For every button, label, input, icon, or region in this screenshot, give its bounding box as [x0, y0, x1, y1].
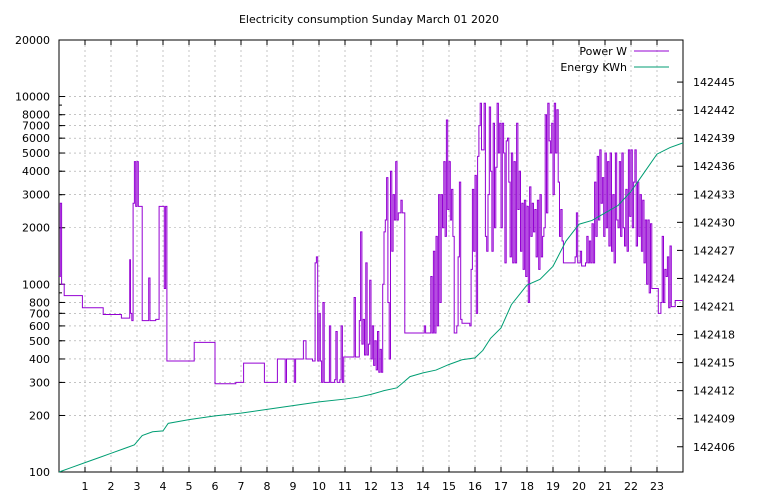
y-tick-label: 4000	[22, 165, 50, 178]
x-tick-label: 18	[520, 480, 534, 493]
y-tick-label: 7000	[22, 120, 50, 133]
y-tick-label: 10000	[15, 91, 50, 104]
y2-tick-label: 142421	[693, 300, 735, 313]
y2-tick-label: 142424	[693, 272, 735, 285]
x-tick-label: 13	[390, 480, 404, 493]
y2-tick-label: 142430	[693, 216, 735, 229]
y-tick-label: 500	[29, 335, 50, 348]
y2-tick-label: 142418	[693, 329, 735, 342]
x-tick-label: 7	[238, 480, 245, 493]
y-tick-label: 400	[29, 353, 50, 366]
y-tick-label: 2000	[22, 222, 50, 235]
x-tick-label: 19	[546, 480, 560, 493]
y-tick-label: 700	[29, 307, 50, 320]
x-tick-label: 9	[290, 480, 297, 493]
x-tick-label: 3	[134, 480, 141, 493]
y2-tick-label: 142439	[693, 132, 735, 145]
y-tick-label: 300	[29, 376, 50, 389]
x-tick-label: 1	[82, 480, 89, 493]
x-tick-label: 20	[572, 480, 586, 493]
y2-tick-label: 142406	[693, 441, 735, 454]
y2-tick-label: 142445	[693, 76, 735, 89]
x-tick-label: 22	[624, 480, 638, 493]
x-tick-label: 6	[212, 480, 219, 493]
y-tick-label: 200	[29, 409, 50, 422]
y2-tick-label: 142442	[693, 104, 735, 117]
x-tick-label: 17	[494, 480, 508, 493]
plot-frame	[58, 39, 684, 473]
legend-label: Energy KWh	[560, 61, 627, 74]
x-tick-label: 4	[160, 480, 167, 493]
x-tick-label: 10	[312, 480, 326, 493]
x-tick-label: 23	[650, 480, 664, 493]
y2-tick-label: 142409	[693, 413, 735, 426]
x-tick-label: 11	[338, 480, 352, 493]
x-tick-label: 21	[598, 480, 612, 493]
y-tick-label: 800	[29, 296, 50, 309]
y2-tick-label: 142433	[693, 188, 735, 201]
y-tick-label: 20000	[15, 34, 50, 47]
y-tick-label: 8000	[22, 109, 50, 122]
y2-tick-label: 142436	[693, 160, 735, 173]
y2-tick-label: 142415	[693, 357, 735, 370]
x-tick-label: 14	[416, 480, 430, 493]
x-tick-label: 5	[186, 480, 193, 493]
series-layer	[58, 102, 684, 473]
x-tick-label: 2	[108, 480, 115, 493]
y2-tick-label: 142427	[693, 244, 735, 257]
y-tick-label: 6000	[22, 132, 50, 145]
y-tick-label: 600	[29, 320, 50, 333]
y-tick-label: 5000	[22, 147, 50, 160]
series-line-energy-kwh	[58, 142, 684, 473]
y-tick-label: 100	[29, 466, 50, 479]
y2-tick-label: 142412	[693, 385, 735, 398]
x-tick-label: 15	[442, 480, 456, 493]
axes: 1 2 3 4 5 6 7 8 9 10 11 12 13 14 15 16 17 18 19 20 21 22 23100…	[15, 34, 735, 493]
y-tick-label: 3000	[22, 189, 50, 202]
x-tick-label: 8	[264, 480, 271, 493]
x-tick-label: 16	[468, 480, 482, 493]
y-tick-label: 1000	[22, 278, 50, 291]
series-line-power-w	[59, 102, 683, 385]
x-tick-label: 12	[364, 480, 378, 493]
chart-title: Electricity consumption Sunday March 01 …	[239, 13, 499, 26]
legend: Power W Energy KWh	[560, 45, 669, 74]
legend-label: Power W	[579, 45, 627, 58]
